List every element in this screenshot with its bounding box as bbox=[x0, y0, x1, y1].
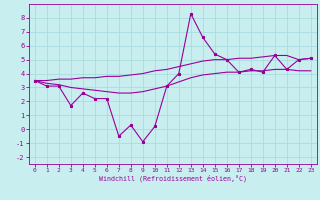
X-axis label: Windchill (Refroidissement éolien,°C): Windchill (Refroidissement éolien,°C) bbox=[99, 175, 247, 182]
